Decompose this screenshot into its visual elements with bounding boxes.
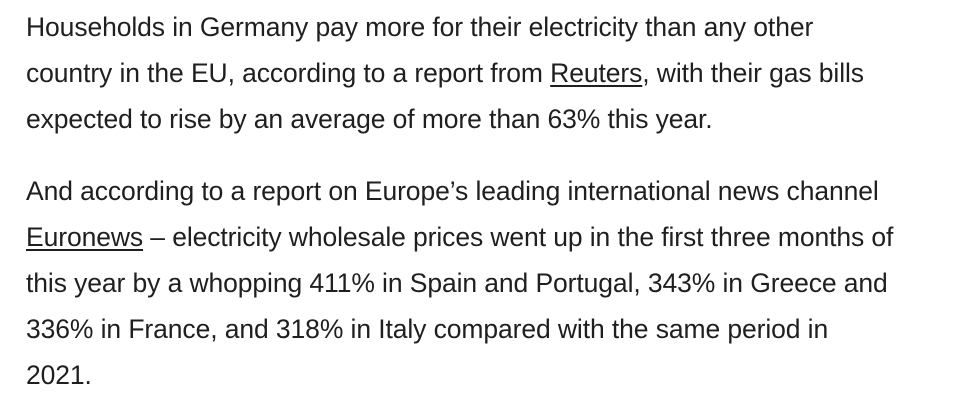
text-line: expected to rise by an average of more t… — [26, 103, 713, 134]
text-segment: – electricity wholesale prices went up i… — [143, 222, 894, 253]
article-body: Households in Germany pay more for their… — [26, 5, 938, 398]
euronews-link[interactable]: Euronews — [26, 222, 144, 253]
paragraph-germany-prices: Households in Germany pay more for their… — [26, 5, 938, 142]
text-line: 2021. — [26, 359, 92, 390]
text-line: Households in Germany pay more for their… — [26, 12, 814, 42]
paragraph-wholesale-prices: And according to a report on Europe’s le… — [26, 169, 938, 398]
text-line: And according to a report on Europe’s le… — [26, 176, 879, 207]
text-line: this year by a whopping 411% in Spain an… — [26, 267, 888, 298]
text-line: 336% in France, and 318% in Italy compar… — [26, 313, 829, 344]
text-segment: , with their gas bills — [642, 57, 864, 88]
reuters-link[interactable]: Reuters — [550, 57, 643, 88]
text-line: Euronews – electricity wholesale prices … — [26, 215, 938, 261]
text-line: country in the EU, according to a report… — [26, 51, 938, 97]
text-segment: country in the EU, according to a report… — [26, 57, 551, 88]
